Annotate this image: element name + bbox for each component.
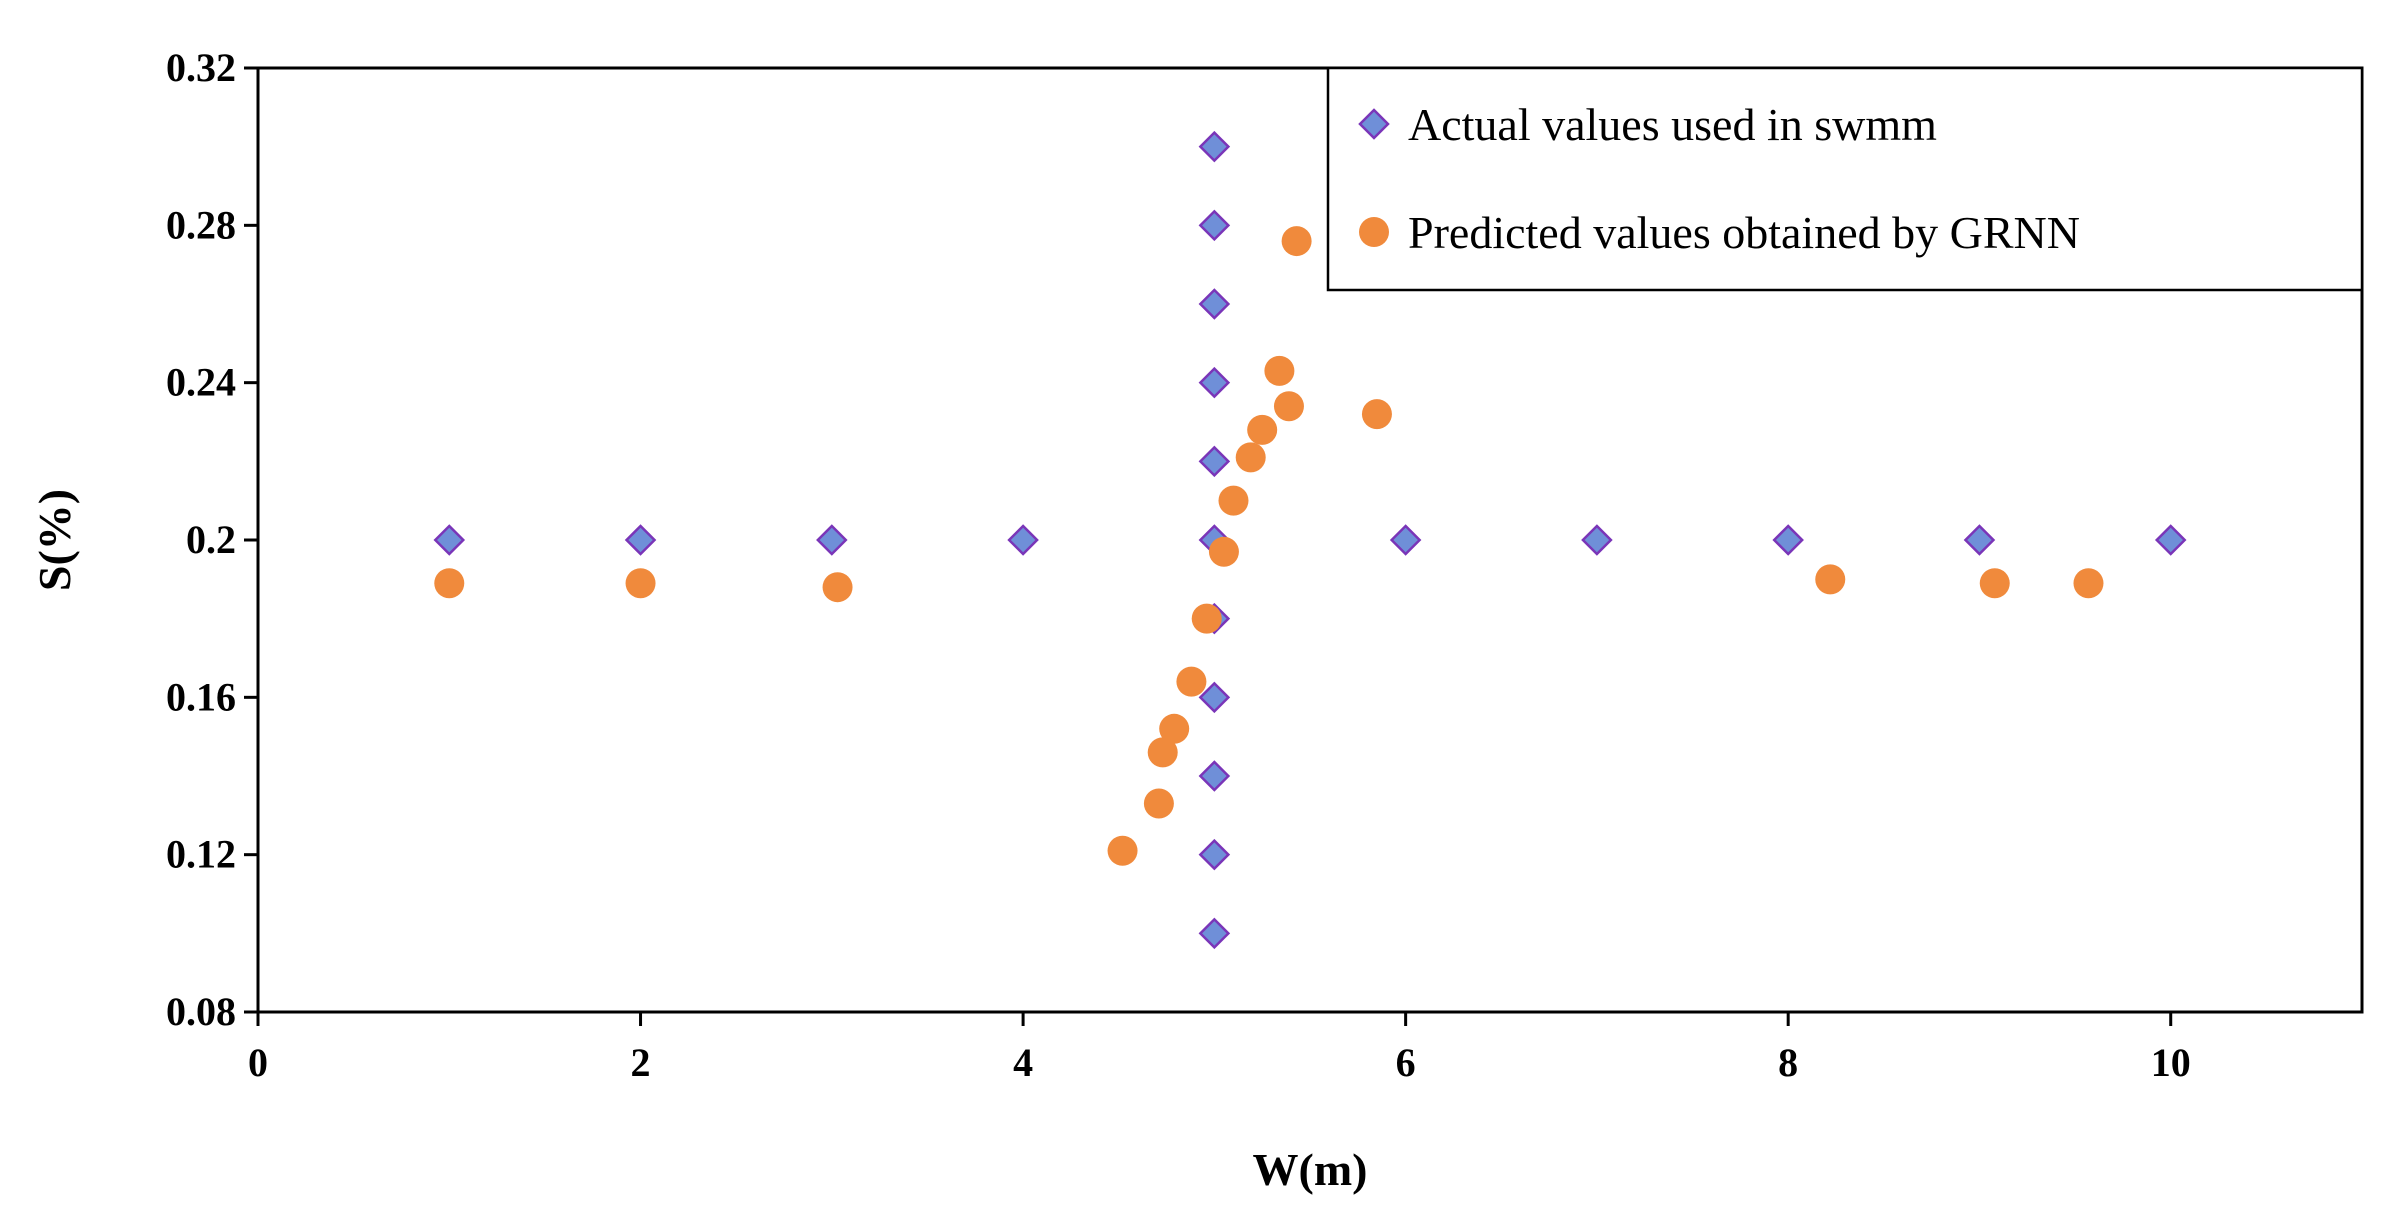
predicted-value-point (1273, 391, 1304, 422)
x-tick-label: 4 (1013, 1040, 1033, 1085)
actual-value-point (816, 524, 848, 556)
predicted-value-point (434, 568, 465, 599)
legend: Actual values used in swmm Predicted valu… (1326, 66, 2364, 292)
actual-value-point (1198, 838, 1231, 871)
x-tick-label: 6 (1396, 1040, 1416, 1085)
actual-value-point (1198, 681, 1231, 714)
y-tick-label: 0.28 (166, 202, 236, 247)
y-axis-ticks: 0.08 0.12 0.16 0.2 0.24 0.28 0.32 (166, 45, 258, 1034)
data-points (433, 130, 2187, 950)
predicted-value-point (1281, 226, 1312, 257)
predicted-value-point (1143, 788, 1174, 819)
predicted-values-series (434, 226, 2104, 866)
predicted-value-point (1264, 355, 1295, 386)
actual-value-point (624, 524, 657, 556)
x-axis-ticks: 0 2 4 6 8 10 (248, 1012, 2191, 1085)
x-tick-label: 0 (248, 1040, 268, 1085)
actual-value-point (1581, 524, 1613, 556)
predicted-value-point (1361, 399, 1392, 430)
predicted-value-point (1191, 603, 1222, 634)
legend-marker (1358, 108, 1390, 140)
actual-value-point (1198, 130, 1231, 163)
predicted-value-point (1235, 442, 1266, 473)
actual-value-point (2154, 524, 2187, 556)
predicted-value-point (1159, 713, 1190, 744)
actual-value-point (1007, 524, 1039, 556)
predicted-value-point (1176, 666, 1207, 697)
predicted-value-point (1218, 485, 1249, 516)
actual-value-point (1389, 524, 1422, 556)
actual-value-point (1198, 288, 1231, 320)
y-tick-label: 0.2 (186, 517, 236, 562)
legend-marker (1359, 217, 1389, 247)
actual-value-point (1198, 917, 1231, 950)
predicted-value-point (1208, 536, 1239, 567)
y-axis-title: S(%) (29, 489, 80, 591)
actual-value-point (1198, 445, 1231, 478)
predicted-value-point (822, 572, 853, 603)
predicted-value-point (1815, 564, 1846, 595)
x-tick-label: 2 (631, 1040, 651, 1085)
actual-value-point (1198, 209, 1231, 242)
actual-values-series (433, 130, 2187, 950)
y-tick-label: 0.12 (166, 832, 236, 877)
predicted-value-point (1247, 414, 1278, 445)
predicted-value-point (625, 568, 656, 599)
actual-value-point (1198, 366, 1231, 399)
actual-value-point (1963, 524, 1996, 556)
legend-label: Actual values used in swmm (1408, 99, 1937, 150)
actual-value-point (1772, 524, 1804, 556)
legend-label: Predicted values obtained by GRNN (1408, 207, 2080, 258)
plot-area (256, 66, 2364, 1014)
legend-item: Predicted values obtained by GRNN (1359, 207, 2080, 258)
x-tick-label: 8 (1778, 1040, 1798, 1085)
legend-box (1326, 66, 2364, 292)
actual-value-point (433, 524, 466, 556)
y-tick-label: 0.16 (166, 674, 236, 719)
y-tick-label: 0.24 (166, 360, 236, 405)
y-tick-label: 0.08 (166, 989, 236, 1034)
legend-item: Actual values used in swmm (1358, 99, 1937, 150)
y-tick-label: 0.32 (166, 45, 236, 90)
predicted-value-point (2073, 568, 2104, 599)
actual-value-point (1198, 760, 1231, 792)
predicted-value-point (1979, 568, 2010, 599)
predicted-value-point (1107, 835, 1138, 866)
x-tick-label: 10 (2151, 1040, 2191, 1085)
predicted-value-point (1147, 737, 1178, 768)
x-axis-title: W(m) (1253, 1144, 1368, 1195)
